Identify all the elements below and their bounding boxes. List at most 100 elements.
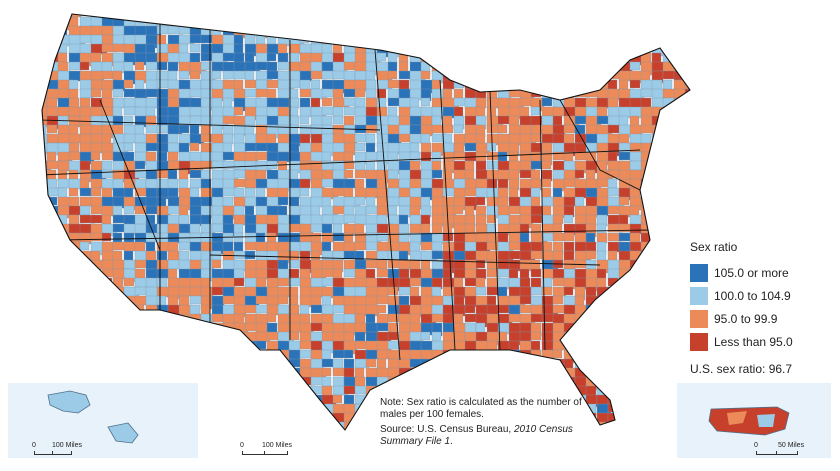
county-cell	[453, 34, 470, 44]
county-cell	[420, 331, 431, 341]
county-cell	[387, 322, 399, 334]
county-cell	[46, 286, 57, 300]
county-cell	[200, 421, 215, 430]
county-cell	[365, 385, 381, 399]
county-cell	[321, 385, 333, 397]
county-cell	[618, 25, 635, 40]
county-cell	[101, 304, 119, 317]
county-cell	[530, 160, 542, 170]
county-cell	[420, 97, 431, 107]
county-cell	[552, 124, 566, 136]
county-cell	[299, 70, 313, 82]
county-cell	[90, 286, 101, 300]
county-cell	[684, 52, 690, 66]
county-cell	[332, 25, 344, 36]
county-cell	[299, 14, 312, 21]
county-cell	[508, 25, 520, 39]
county-cell	[332, 34, 345, 46]
county-cell	[42, 43, 47, 54]
county-cell	[662, 304, 678, 315]
county-cell	[112, 358, 130, 371]
county-cell	[211, 259, 222, 269]
county-cell	[332, 322, 345, 334]
county-cell	[46, 367, 62, 380]
county-cell	[640, 268, 657, 279]
county-cell	[530, 61, 545, 74]
county-cell	[189, 43, 201, 53]
county-cell	[552, 349, 563, 359]
county-cell	[541, 79, 555, 93]
county-cell	[79, 61, 90, 71]
county-cell	[563, 79, 578, 94]
county-cell	[354, 241, 367, 251]
county-cell	[442, 43, 457, 53]
county-cell	[552, 25, 565, 39]
county-cell	[585, 358, 600, 370]
county-cell	[90, 313, 108, 324]
county-cell	[607, 304, 619, 318]
county-cell	[574, 16, 585, 27]
county-cell	[464, 277, 478, 287]
county-cell	[420, 70, 431, 80]
county-cell	[68, 142, 80, 153]
county-cell	[464, 61, 477, 71]
county-cell	[57, 295, 74, 310]
county-cell	[42, 349, 48, 359]
county-cell	[189, 304, 201, 316]
alaska-inset	[8, 383, 198, 458]
county-cell	[167, 133, 179, 144]
county-cell	[541, 88, 558, 99]
county-cell	[46, 151, 57, 162]
county-cell	[596, 295, 612, 309]
county-cell	[629, 403, 642, 417]
county-cell	[343, 313, 356, 324]
county-cell	[662, 106, 674, 117]
county-cell	[409, 25, 421, 38]
county-cell	[618, 196, 630, 206]
county-cell	[696, 80, 710, 88]
county-cell	[266, 385, 283, 400]
county-cell	[112, 349, 125, 360]
county-cell	[354, 142, 366, 152]
county-cell	[68, 322, 81, 333]
county-cell	[662, 205, 678, 218]
county-cell	[475, 205, 487, 216]
mainland-scale-label: 100 Miles	[262, 442, 292, 449]
county-cell	[112, 178, 124, 190]
county-cell	[629, 331, 647, 342]
county-cell	[574, 25, 590, 38]
county-cell	[442, 16, 459, 31]
county-cell	[189, 79, 202, 91]
county-cell	[431, 358, 446, 372]
county-cell	[178, 187, 192, 199]
county-cell	[57, 313, 75, 325]
county-cell	[167, 14, 182, 18]
county-cell	[376, 304, 387, 314]
county-cell	[365, 205, 379, 215]
county-cell	[530, 25, 542, 36]
county-cell	[651, 223, 664, 235]
county-cell	[409, 385, 427, 396]
county-cell	[299, 403, 316, 416]
county-cell	[365, 412, 381, 423]
county-cell	[244, 412, 261, 425]
county-cell	[475, 250, 489, 262]
county-cell	[673, 367, 686, 381]
county-cell	[607, 385, 623, 399]
county-cell	[101, 313, 119, 328]
county-cell	[673, 340, 685, 353]
county-cell	[222, 376, 233, 386]
county-cell	[79, 277, 95, 287]
county-cell	[552, 214, 564, 225]
county-cell	[497, 34, 513, 48]
county-cell	[167, 340, 179, 350]
county-cell	[288, 178, 302, 189]
county-cell	[563, 70, 575, 85]
county-cell	[68, 268, 85, 283]
county-cell	[497, 286, 508, 298]
county-cell	[431, 43, 442, 54]
county-cell	[189, 14, 200, 22]
county-cell	[486, 358, 503, 370]
county-cell	[321, 151, 332, 162]
